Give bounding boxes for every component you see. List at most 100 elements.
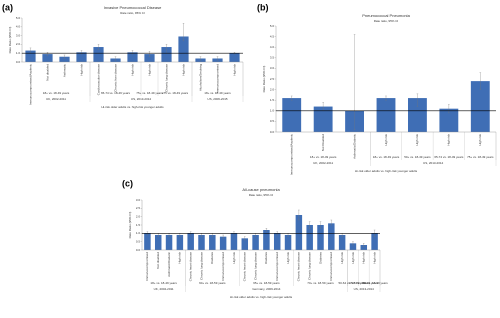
group-label: 18+ vs. 18-49 years (150, 281, 177, 285)
bar (360, 245, 368, 250)
bar (349, 243, 357, 250)
footnote: Hi-risk older adults vs. high-risk young… (230, 295, 293, 299)
bar (295, 215, 303, 250)
error-bar (199, 56, 202, 61)
x-tick-label: High risk (181, 64, 185, 76)
group-label: 75+ vs. 18-49 years (136, 91, 163, 95)
y-tick-label: 3.5 (270, 56, 275, 60)
bar (165, 235, 173, 250)
bar (76, 52, 87, 62)
y-tick-label: 1.0 (136, 231, 141, 235)
y-tick-label: 1.5 (270, 98, 275, 102)
y-tick-label: 3.0 (16, 33, 21, 37)
y-tick-label: 1.0 (16, 51, 21, 55)
group-label: 75+ vs. 18-49 years (361, 281, 388, 285)
x-tick-label: Not disabled (156, 252, 160, 269)
bar (282, 98, 302, 132)
y-tick-label: 4.5 (270, 34, 275, 38)
bar (161, 47, 172, 62)
error-bar (114, 56, 117, 61)
x-tick-label: Immunocompromised (145, 252, 149, 281)
error-bar (290, 95, 293, 101)
error-bar (352, 241, 354, 246)
y-tick-label: 3.0 (136, 198, 141, 202)
y-tick-label: 0.5 (136, 239, 141, 243)
bar (25, 50, 36, 62)
x-tick-label: Chronic liver disease (113, 64, 117, 92)
study-label: Germany, 2009-2014 (252, 287, 280, 291)
panel-label: (c) (122, 178, 133, 188)
error-bar (222, 234, 224, 239)
bar (178, 36, 189, 62)
bar (229, 53, 240, 62)
x-tick-label: High risk (372, 252, 376, 264)
error-bar (97, 44, 100, 50)
error-bar (416, 93, 419, 107)
bar (252, 235, 259, 250)
error-bar (148, 51, 151, 57)
y-axis-label: Rate Ratio (95% CI) (128, 212, 132, 239)
x-tick-label: High risk (447, 134, 451, 146)
error-bar (448, 104, 450, 114)
footnote: Hi-risk older adults vs. high-risk young… (101, 105, 164, 109)
chart-title: Pneumococcal Pneumonia (362, 13, 410, 18)
x-tick-label: High risk (362, 252, 366, 264)
x-tick-label: Immunocompromised (275, 252, 279, 281)
group-label: ≥75 vs. 18-49 years (162, 91, 189, 95)
y-tick-label: 2.5 (136, 206, 141, 210)
x-tick-label: High risk (351, 252, 355, 264)
group-label: 18+ vs. 18-49 years (373, 155, 400, 159)
x-tick-label: High risk (384, 134, 388, 146)
bar (328, 223, 335, 250)
group-label: 70+ vs. 18-59 years (307, 281, 334, 285)
study-label: UK, 2002-2011 (313, 161, 333, 165)
x-tick-label: Chronic lung disease (199, 252, 203, 280)
group-label: 18+ vs. 18-49 years (43, 91, 70, 95)
bar (154, 235, 162, 250)
x-tick-label: High risk (130, 64, 134, 76)
bar (176, 235, 184, 250)
x-tick-label: Not disabled (45, 64, 49, 81)
error-bar (216, 56, 219, 61)
error-bar (362, 243, 365, 247)
group-label: 60+ vs. 18-59 years (199, 281, 226, 285)
bar (144, 233, 151, 250)
bar (144, 54, 155, 62)
group-label: 65+ vs. 18-59 years (253, 281, 280, 285)
group-label: 65-74 vs. 18-49 years (101, 91, 131, 95)
y-tick-label: 2.0 (270, 87, 275, 91)
y-tick-label: 1.5 (136, 223, 141, 227)
bar (263, 230, 270, 250)
x-tick-label: Cardiovascular disease (96, 64, 100, 96)
x-tick-label: Alcoholism/Smoking (198, 64, 202, 91)
bar (241, 238, 249, 250)
group-label: 65-74 vs. 18-49 years (434, 155, 464, 159)
group-label: 18+ vs. 18-49 years (310, 155, 337, 159)
bar (59, 56, 70, 62)
error-bar (182, 23, 185, 42)
error-bar (298, 209, 300, 221)
error-bar (308, 221, 311, 229)
y-tick-label: 0.5 (270, 119, 275, 123)
x-tick-label: High risk (79, 64, 83, 76)
bar (313, 106, 333, 132)
bar (93, 47, 104, 62)
y-tick-label: 2.0 (16, 42, 21, 46)
x-tick-label: High risk (178, 252, 182, 264)
x-tick-label: Chronic lung disease (253, 252, 257, 280)
y-tick-label: 0.0 (136, 248, 141, 252)
study-label: UK, 2002-2011 (154, 287, 174, 291)
panel-label: (b) (257, 2, 269, 12)
y-tick-label: 3.0 (270, 66, 275, 70)
group-label: 65-74 vs. 18-49 years (349, 281, 379, 285)
x-tick-label: Immunocompromised/Asplenic (28, 64, 32, 106)
bar (187, 233, 194, 250)
error-bar (319, 221, 322, 229)
group-label: 50+ vs. 18-49 years (404, 155, 431, 159)
chart-subtitle: Rate ratio, 95% CI (249, 193, 274, 197)
bar (439, 108, 459, 132)
bar (408, 98, 427, 132)
x-tick-label: High risk (415, 134, 419, 146)
study-label: UK, 2002-2011 (46, 97, 66, 101)
